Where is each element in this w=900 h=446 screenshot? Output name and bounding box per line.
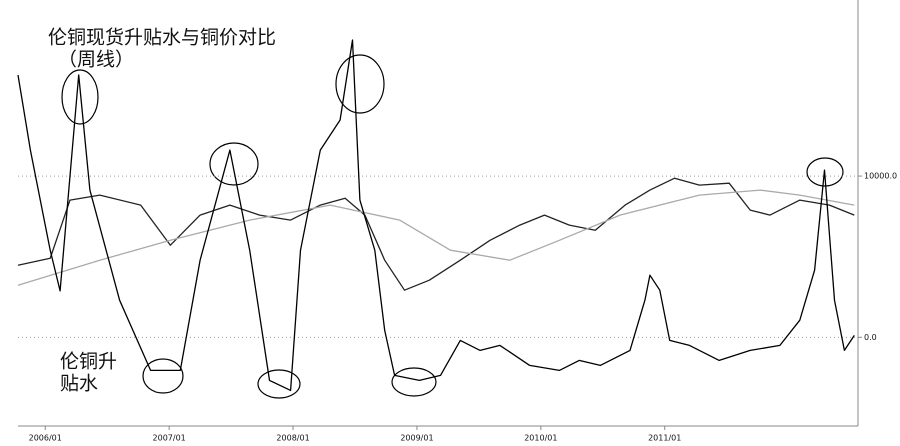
- y-tick-label: 10000.0: [864, 172, 897, 181]
- x-tick-label: 2009/01: [400, 434, 433, 443]
- chart-subtitle: （周线）: [58, 49, 134, 71]
- annotation: 贴水: [60, 373, 98, 395]
- circle: [257, 369, 301, 399]
- x-tick-label: 2006/01: [29, 434, 62, 443]
- x-tick-label: 2008/01: [276, 434, 309, 443]
- series-line: [17, 189, 855, 286]
- circle: [391, 367, 437, 397]
- x-tick-label: 2010/01: [524, 434, 557, 443]
- circle: [806, 157, 844, 187]
- x-tick-label: 2011/01: [648, 434, 681, 443]
- circle: [209, 142, 259, 186]
- highlight-circles: [61, 54, 844, 399]
- x-tick-label: 2007/01: [153, 434, 186, 443]
- series-line: [17, 39, 855, 392]
- chart-title: 伦铜现货升贴水与铜价对比: [48, 27, 276, 49]
- circle: [142, 358, 184, 394]
- circle: [61, 69, 99, 125]
- circle: [335, 54, 385, 114]
- y-tick-label: 0.0: [864, 333, 877, 342]
- annotation: 伦铜升: [60, 351, 117, 373]
- series-line: [17, 177, 855, 291]
